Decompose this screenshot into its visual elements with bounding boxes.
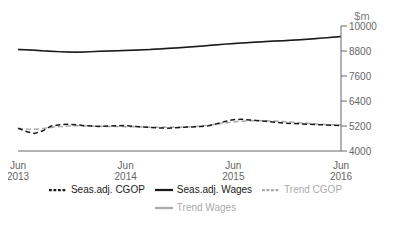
svg-text:10000: 10000 <box>349 21 377 32</box>
html-text:Trend CGOP: Trend CGOP <box>284 183 343 195</box>
svg-text:Jun2015: Jun2015 <box>222 160 245 182</box>
svg-text:8800: 8800 <box>349 46 372 57</box>
svg-text:7600: 7600 <box>349 71 372 82</box>
svg-text:Jun2013: Jun2013 <box>8 160 30 182</box>
html-text:Seas.adj. CGOP: Seas.adj. CGOP <box>70 183 145 195</box>
svg-text:Jun2016: Jun2016 <box>330 160 353 182</box>
svg-text:4000: 4000 <box>349 146 372 157</box>
svg-text:$m: $m <box>354 10 369 22</box>
html-text:Seas.adj. Wages: Seas.adj. Wages <box>176 183 253 195</box>
svg-text:Jun2014: Jun2014 <box>115 160 138 182</box>
svg-text:5200: 5200 <box>349 121 372 132</box>
svg-text:6400: 6400 <box>349 96 372 107</box>
html-text:Trend Wages: Trend Wages <box>176 201 237 213</box>
